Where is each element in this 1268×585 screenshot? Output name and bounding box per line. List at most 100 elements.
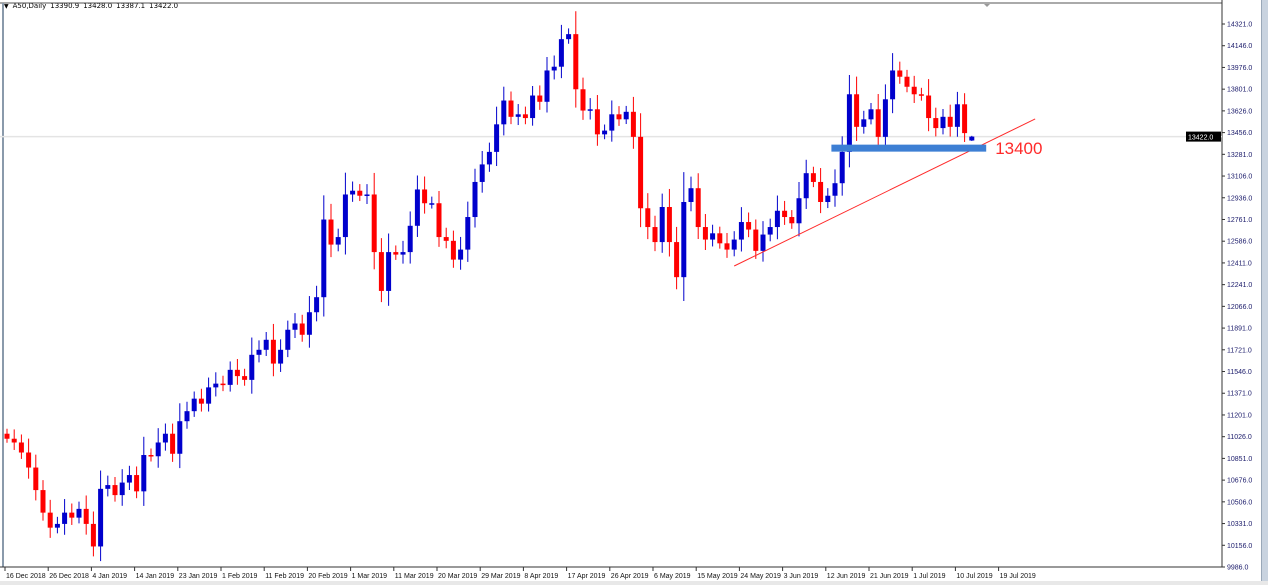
- dropdown-triangle-icon[interactable]: ▼: [4, 2, 9, 10]
- y-tick-label: 12241.0: [1227, 282, 1252, 289]
- candle-bullish: [155, 442, 161, 457]
- candle-bullish: [350, 190, 356, 195]
- candle-bearish: [134, 475, 140, 492]
- candle-bullish: [227, 369, 233, 385]
- candle-bullish: [256, 349, 262, 355]
- x-tick-label: 21 Jun 2019: [870, 573, 909, 580]
- y-tick-label: 14321.0: [1227, 22, 1252, 29]
- candle-bearish: [422, 189, 428, 204]
- candle-bullish: [681, 201, 687, 278]
- candle-bullish: [400, 252, 406, 255]
- x-tick-label: 8 Apr 2019: [524, 573, 558, 580]
- candle-bearish: [11, 438, 17, 443]
- candle-bearish: [810, 173, 816, 182]
- candle-bearish: [630, 111, 636, 137]
- y-tick-label: 13976.0: [1227, 65, 1252, 72]
- candle-bearish: [674, 242, 680, 278]
- candle-bearish: [789, 217, 795, 224]
- y-tick-label: 10851.0: [1227, 456, 1252, 463]
- candle-bullish: [890, 70, 896, 100]
- y-tick-label: 11201.0: [1227, 412, 1252, 419]
- candle-bullish: [969, 136, 975, 141]
- candle-bullish: [177, 421, 183, 454]
- candle-bullish: [803, 173, 809, 199]
- chart-shift-marker-icon: [984, 4, 990, 7]
- y-tick-label: 14146.0: [1227, 43, 1252, 50]
- candle-bearish: [234, 369, 240, 377]
- candle-bullish: [278, 349, 284, 364]
- ohlc-low: 13387.1: [116, 2, 146, 10]
- candle-bullish: [738, 222, 744, 240]
- x-tick-label: 3 Jun 2019: [784, 573, 819, 580]
- y-tick-label: 12411.0: [1227, 260, 1252, 267]
- candle-bullish: [206, 387, 212, 404]
- candle-bearish: [242, 376, 248, 380]
- right-scrollbar[interactable]: [1261, 0, 1268, 585]
- x-tick-label: 10 Jul 2019: [956, 573, 992, 580]
- candle-bearish: [328, 219, 334, 245]
- x-tick-label: 15 May 2019: [697, 573, 738, 580]
- candle-bearish: [443, 237, 449, 241]
- candle-bearish: [594, 109, 600, 135]
- candle-bullish: [386, 252, 392, 291]
- y-tick-label: 11371.0: [1227, 391, 1252, 398]
- candle-bearish: [537, 95, 543, 102]
- y-tick-label: 13801.0: [1227, 87, 1252, 94]
- candle-bearish: [69, 512, 75, 518]
- candle-bearish: [40, 490, 46, 513]
- candle-bullish: [76, 508, 82, 518]
- x-tick-label: 24 May 2019: [740, 573, 781, 580]
- x-tick-label: 6 May 2019: [654, 573, 691, 580]
- candle-bearish: [854, 94, 860, 127]
- candle-bearish: [904, 76, 910, 87]
- support-level-label: 13400: [995, 139, 1042, 158]
- symbol-label: A50,Daily: [12, 2, 47, 10]
- candle-bullish: [688, 188, 694, 202]
- candle-bullish: [587, 109, 593, 111]
- x-tick-label: 1 Mar 2019: [352, 573, 388, 580]
- current-price-tag-label: 13422.0: [1188, 135, 1213, 142]
- candle-bearish: [616, 114, 622, 120]
- candle-bearish: [645, 208, 651, 228]
- candle-bullish: [364, 194, 370, 196]
- y-tick-label: 10156.0: [1227, 543, 1252, 550]
- candle-bearish: [638, 136, 644, 209]
- candle-bullish: [321, 219, 327, 298]
- candle-bearish: [573, 34, 579, 90]
- x-tick-label: 17 Apr 2019: [568, 573, 606, 580]
- candle-bearish: [436, 203, 442, 238]
- y-tick-label: 10676.0: [1227, 478, 1252, 485]
- candle-bearish: [652, 227, 658, 243]
- candle-bullish: [285, 329, 291, 350]
- ohlc-high: 13428.0: [83, 2, 113, 10]
- candle-bullish: [558, 39, 564, 67]
- x-tick-label: 16 Dec 2018: [6, 573, 46, 580]
- candle-bearish: [818, 181, 824, 202]
- candle-bearish: [270, 339, 276, 364]
- candle-bullish: [62, 512, 68, 524]
- candle-bullish: [314, 297, 320, 313]
- y-tick-label: 11891.0: [1227, 326, 1252, 333]
- candle-bullish: [105, 485, 111, 489]
- candle-bullish: [882, 99, 888, 137]
- candle-bullish: [774, 210, 780, 228]
- candle-bullish: [407, 225, 413, 253]
- candle-bullish: [940, 116, 946, 129]
- candle-bearish: [753, 229, 759, 251]
- x-tick-label: 26 Apr 2019: [611, 573, 649, 580]
- candle-bearish: [918, 94, 924, 96]
- candle-bullish: [861, 119, 867, 127]
- ohlc-open: 13390.9: [50, 2, 80, 10]
- candle-bearish: [746, 222, 752, 230]
- y-tick-label: 13281.0: [1227, 152, 1252, 159]
- candle-bullish: [141, 455, 147, 492]
- candle-bullish: [530, 95, 536, 119]
- candle-bearish: [580, 89, 586, 111]
- y-tick-label: 11721.0: [1227, 347, 1252, 354]
- y-tick-label: 12761.0: [1227, 217, 1252, 224]
- candle-bullish: [98, 488, 104, 547]
- candle-bullish: [126, 475, 132, 483]
- candle-bearish: [717, 233, 723, 244]
- candle-bearish: [357, 190, 363, 196]
